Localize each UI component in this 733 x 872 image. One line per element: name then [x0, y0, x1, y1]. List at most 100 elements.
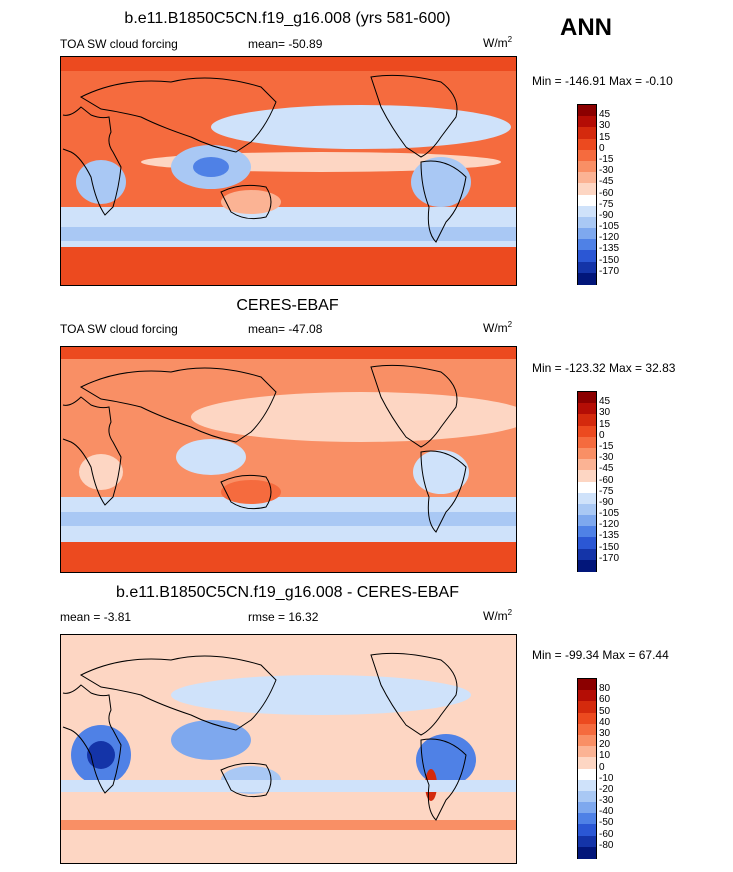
- colorbar-tick-label: -60: [599, 828, 614, 840]
- panel3-field-maritime: [171, 720, 251, 760]
- colorbar-tick-label: -135: [599, 243, 620, 255]
- panel2-field-antarctic: [61, 542, 516, 572]
- panel1-center-label: mean= -50.89: [248, 37, 323, 51]
- coast-eurasia: [79, 367, 277, 443]
- colorbar-tick-label: -45: [599, 463, 614, 475]
- colorbar-swatch: [578, 746, 596, 758]
- panel3-coastlines: [62, 652, 467, 821]
- colorbar-tick-label: -150: [599, 254, 620, 266]
- panel3-field-africa-core: [87, 741, 115, 769]
- colorbar-tick-label: 50: [599, 705, 611, 717]
- colorbar-tick-label: 45: [599, 396, 611, 408]
- colorbar-swatch: [578, 712, 596, 725]
- coast-australia: [220, 762, 272, 798]
- colorbar-tick-label: -120: [599, 519, 620, 531]
- colorbar-tick-label: -170: [599, 552, 620, 564]
- colorbar-swatch: [578, 835, 596, 848]
- colorbar-swatch: [578, 492, 596, 505]
- panel2-field-southern-core: [61, 512, 516, 526]
- colorbar-swatch: [578, 127, 596, 140]
- coast-eurasia: [79, 77, 277, 153]
- colorbar-swatch: [578, 548, 596, 561]
- panel3-title: b.e11.B1850C5CN.f19_g16.008 - CERES-EBAF: [115, 584, 459, 601]
- colorbar-swatch: [578, 239, 596, 251]
- colorbar-swatch: [578, 503, 596, 516]
- colorbar-tick-label: -90: [599, 496, 614, 508]
- panel2-field-npacific: [191, 392, 516, 442]
- colorbar-swatch: [578, 559, 596, 572]
- panel1-field-amazon: [411, 157, 471, 207]
- panel2-field-north: [61, 347, 516, 359]
- colorbar-tick-label: -60: [599, 187, 614, 199]
- colorbar-tick-label: -105: [599, 508, 620, 520]
- colorbar-tick-label: -30: [599, 795, 614, 807]
- colorbar-swatch: [578, 194, 596, 207]
- colorbar-swatch: [578, 701, 596, 714]
- colorbar-tick-label: -150: [599, 541, 620, 553]
- panel2-map-svg: [61, 347, 516, 572]
- panel1-field-north: [61, 57, 516, 71]
- colorbar-tick-label: -50: [599, 817, 614, 829]
- colorbar-tick-label: 30: [599, 407, 611, 419]
- units-exponent: 2: [507, 608, 513, 617]
- units-exponent: 2: [507, 320, 513, 329]
- panel2-field-amazon: [413, 450, 469, 494]
- coast-australia: [220, 474, 272, 510]
- panel1-field-maritime-core: [193, 157, 229, 177]
- colorbar-swatch: [578, 779, 596, 792]
- coast-africa: [62, 396, 122, 506]
- colorbar-swatch: [578, 723, 596, 736]
- coast-south-america: [420, 738, 467, 821]
- units-exponent: 2: [507, 35, 513, 44]
- colorbar-swatch: [578, 149, 596, 162]
- colorbar-tick-label: 60: [599, 694, 611, 706]
- units-base: W/m: [483, 321, 508, 335]
- colorbar-tick-label: 45: [599, 109, 611, 121]
- colorbar-tick-label: -60: [599, 474, 614, 486]
- panel2-units: W/m2: [483, 320, 512, 335]
- panel1-field-australia: [221, 190, 281, 214]
- colorbar-swatch: [578, 481, 596, 494]
- colorbar-swatch: [578, 216, 596, 229]
- colorbar-tick-label: -170: [599, 265, 620, 277]
- colorbar-tick-label: -15: [599, 153, 614, 165]
- panel1-field-africa: [76, 160, 126, 204]
- panel3-map: [60, 634, 517, 864]
- colorbar-swatch: [578, 250, 596, 263]
- coast-eurasia: [79, 655, 277, 731]
- panel1-colorbar: [577, 104, 597, 285]
- panel3-colorbar: [577, 678, 597, 859]
- colorbar-swatch: [578, 172, 596, 184]
- colorbar-tick-label: 10: [599, 750, 611, 762]
- coast-africa: [62, 684, 122, 794]
- colorbar-tick-label: -20: [599, 783, 614, 795]
- panel1-field-southern-core: [61, 227, 516, 241]
- panel1-map-svg: [61, 57, 516, 285]
- colorbar-tick-label: 30: [599, 727, 611, 739]
- colorbar-swatch: [578, 537, 596, 550]
- colorbar-tick-label: -105: [599, 221, 620, 233]
- colorbar-tick-label: -40: [599, 806, 614, 818]
- colorbar-swatch: [578, 105, 596, 117]
- panel3-units: W/m2: [483, 608, 512, 623]
- colorbar-tick-label: 0: [599, 429, 605, 441]
- panel2-map: [60, 346, 517, 573]
- colorbar-tick-label: -80: [599, 839, 614, 851]
- colorbar-tick-label: 40: [599, 716, 611, 728]
- colorbar-swatch: [578, 183, 596, 195]
- panel1-map: [60, 56, 517, 286]
- panel1-field-antarctic: [61, 247, 516, 285]
- colorbar-tick-label: 0: [599, 761, 605, 773]
- panel1-left-label: TOA SW cloud forcing: [60, 37, 178, 51]
- colorbar-tick-label: 30: [599, 120, 611, 132]
- panel3-field-southern-band: [61, 780, 516, 792]
- coast-australia: [220, 184, 272, 220]
- colorbar-swatch: [578, 813, 596, 825]
- colorbar-tick-label: -120: [599, 232, 620, 244]
- colorbar-swatch: [578, 261, 596, 274]
- panel2-field-australia: [221, 480, 281, 504]
- colorbar-swatch: [578, 734, 596, 747]
- colorbar-tick-label: -30: [599, 165, 614, 177]
- colorbar-tick-label: -75: [599, 198, 614, 210]
- colorbar-tick-label: -45: [599, 176, 614, 188]
